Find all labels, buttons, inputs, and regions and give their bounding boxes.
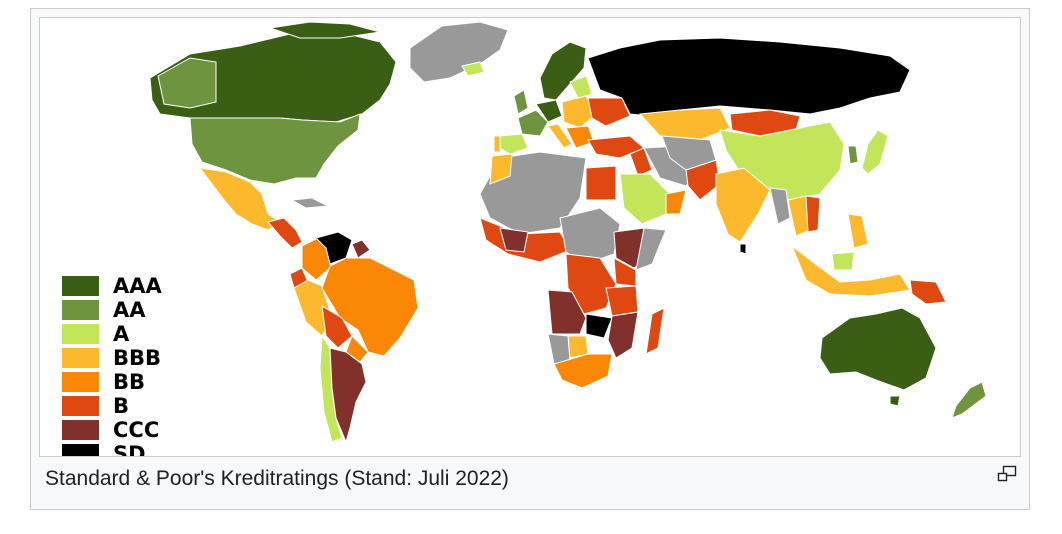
region-madagascar xyxy=(645,307,665,355)
region-germany xyxy=(535,99,563,123)
legend: AAA AA A BBB BB B xyxy=(62,274,162,457)
region-ukraine xyxy=(587,97,631,127)
region-japan xyxy=(861,129,889,175)
legend-swatch xyxy=(62,348,99,368)
region-bolivia xyxy=(321,305,353,349)
region-central-asia xyxy=(661,135,717,171)
region-drc xyxy=(565,253,617,315)
region-spain xyxy=(499,133,529,155)
region-mozambique xyxy=(607,311,639,359)
legend-label: CCC xyxy=(113,418,160,442)
region-myanmar xyxy=(769,187,791,225)
region-egypt xyxy=(585,165,617,201)
region-india xyxy=(715,167,771,243)
legend-label: AAA xyxy=(113,274,162,298)
legend-swatch xyxy=(62,444,99,456)
region-portugal xyxy=(493,135,501,153)
legend-swatch xyxy=(62,372,99,392)
region-zambia xyxy=(585,313,613,339)
legend-label: B xyxy=(113,394,130,418)
region-sahel xyxy=(499,227,529,253)
legend-item: BBB xyxy=(62,346,162,370)
region-namibia xyxy=(547,333,571,365)
region-baltics xyxy=(569,75,593,99)
region-saudi xyxy=(619,173,671,225)
legend-item: CCC xyxy=(62,418,162,442)
region-scandinavia xyxy=(539,41,587,101)
region-alaska xyxy=(157,57,217,109)
region-iceland xyxy=(461,61,485,77)
region-korea xyxy=(847,145,859,165)
region-tanzania xyxy=(605,285,639,317)
region-italy xyxy=(547,123,573,149)
region-philippines xyxy=(847,213,869,249)
legend-label: BB xyxy=(113,370,146,394)
region-morocco xyxy=(489,153,513,185)
region-australia xyxy=(819,307,937,391)
legend-label: SD xyxy=(113,442,146,457)
figure-thumbnail: AAA AA A BBB BB B xyxy=(30,8,1030,510)
region-angola xyxy=(547,289,587,335)
region-canada-arctic xyxy=(269,21,381,39)
region-greenland xyxy=(409,21,509,83)
region-new-zealand xyxy=(951,381,987,419)
legend-label: A xyxy=(113,322,130,346)
magnify-clip-icon[interactable] xyxy=(997,465,1017,483)
region-russia xyxy=(587,37,911,117)
world-map[interactable]: AAA AA A BBB BB B xyxy=(39,17,1021,457)
legend-swatch xyxy=(62,396,99,416)
legend-label: BBB xyxy=(113,346,162,370)
region-iraq xyxy=(629,147,653,177)
region-papua xyxy=(909,279,947,305)
region-suriname xyxy=(351,239,371,259)
legend-item: BB xyxy=(62,370,162,394)
legend-item: B xyxy=(62,394,162,418)
region-south-africa xyxy=(553,353,613,389)
region-central-africa xyxy=(559,207,621,265)
legend-swatch xyxy=(62,276,99,296)
region-malaysia xyxy=(831,251,855,271)
legend-item: AAA xyxy=(62,274,162,298)
region-somalia xyxy=(635,227,667,271)
region-oman xyxy=(665,189,687,215)
region-usa xyxy=(189,113,361,185)
legend-item: AA xyxy=(62,298,162,322)
region-sri-lanka xyxy=(739,243,747,255)
world-map-svg xyxy=(149,21,987,444)
region-central-america xyxy=(267,217,303,249)
region-france xyxy=(517,109,549,137)
legend-swatch xyxy=(62,420,99,440)
region-kazakhstan xyxy=(638,107,731,141)
region-cuba xyxy=(290,197,330,209)
legend-item: SD xyxy=(62,442,162,457)
legend-swatch xyxy=(62,300,99,320)
legend-label: AA xyxy=(113,298,146,322)
region-vietnam xyxy=(805,195,821,233)
region-indonesia xyxy=(790,244,911,297)
region-uk xyxy=(513,89,529,115)
figure-caption: Standard & Poor's Kreditratings (Stand: … xyxy=(45,467,509,490)
region-tasmania xyxy=(889,395,901,407)
region-argentina xyxy=(329,347,367,444)
legend-swatch xyxy=(62,324,99,344)
legend-item: A xyxy=(62,322,162,346)
